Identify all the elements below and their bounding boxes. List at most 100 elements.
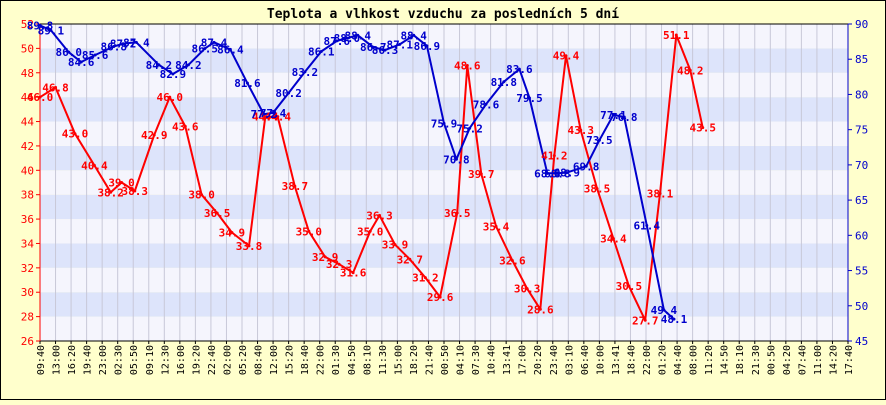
x-tick-label: 00:50: [440, 345, 451, 375]
temperature-data-point: [525, 287, 529, 291]
temperature-data-label: 28.6: [527, 303, 554, 316]
y-left-tick-label: 38: [21, 189, 34, 202]
humidity-data-label: 85.6: [82, 49, 109, 62]
humidity-data-point: [622, 115, 626, 119]
temperature-data-point: [337, 262, 341, 266]
x-tick-label: 14:50: [720, 345, 731, 375]
humidity-data-label: 48.1: [661, 313, 688, 326]
y-right-tick-label: 75: [855, 124, 868, 137]
humidity-data-label: 87.4: [123, 36, 150, 49]
temperature-data-label: 39.7: [468, 168, 495, 181]
temperature-data-label: 40.4: [81, 159, 108, 172]
temperature-data-point: [564, 54, 568, 58]
temperature-data-point: [293, 184, 297, 188]
chart-title: Teplota a vlhkost vzduchu za posledních …: [267, 7, 619, 22]
humidity-data-point: [79, 60, 83, 64]
humidity-data-point: [67, 50, 71, 54]
temperature-data-point: [351, 271, 355, 275]
humidity-data-label: 77.2: [251, 108, 278, 121]
temperature-data-point: [701, 126, 705, 130]
x-tick-label: 07:30: [471, 345, 482, 375]
humidity-data-label: 76.8: [611, 111, 638, 124]
x-tick-label: 09:10: [145, 345, 156, 375]
temperature-data-point: [494, 224, 498, 228]
humidity-data-point: [303, 70, 307, 74]
x-tick-label: 14:20: [828, 345, 839, 375]
x-tick-label: 18:40: [626, 345, 637, 375]
temperature-data-label: 33.9: [382, 239, 409, 252]
x-tick-label: 23:40: [549, 345, 560, 375]
temperature-data-label: 36.5: [204, 207, 231, 220]
y-right-tick-label: 85: [855, 53, 868, 66]
x-tick-label: 17:00: [518, 345, 529, 375]
x-tick-label: 08:10: [362, 345, 373, 375]
x-tick-label: 13:41: [611, 345, 622, 375]
temperature-data-point: [54, 85, 58, 89]
temperature-data-point: [455, 211, 459, 215]
humidity-data-label: 86.7: [360, 41, 387, 54]
humidity-data-point: [287, 91, 291, 95]
y-left-tick-label: 36: [21, 213, 34, 226]
temperature-data-label: 35.4: [483, 220, 510, 233]
humidity-data-label: 87.1: [386, 38, 413, 51]
temperature-data-point: [247, 244, 251, 248]
humidity-data-point: [271, 111, 275, 115]
temperature-data-label: 46.0: [27, 91, 54, 104]
humidity-data-label: 83.6: [506, 63, 533, 76]
humidity-data-point: [454, 157, 458, 161]
humidity-data-label: 87.2: [110, 38, 137, 51]
temperature-data-label: 36.5: [444, 207, 471, 220]
humidity-data-label: 86.9: [414, 40, 441, 53]
temperature-data-label: 35.0: [357, 225, 384, 238]
temperature-data-label: 41.2: [541, 150, 568, 163]
x-tick-label: 08:40: [254, 345, 265, 375]
humidity-data-point: [383, 48, 387, 52]
temperature-data-point: [408, 257, 412, 261]
point-labels: 46.046.843.040.438.239.038.342.946.043.6…: [27, 19, 716, 327]
x-tick-label: 22:40: [207, 345, 218, 375]
x-tick-label: 19:20: [191, 345, 202, 375]
humidity-data-label: 86.4: [217, 43, 244, 56]
humidity-data-label: 80.2: [275, 87, 302, 100]
temperature-data-label: 34.9: [219, 226, 246, 239]
humidity-data-label: 73.5: [586, 134, 613, 147]
temperature-data-point: [674, 33, 678, 37]
temperature-data-point: [200, 193, 204, 197]
humidity-data-label: 89.1: [38, 24, 65, 37]
temperature-data-point: [552, 154, 556, 158]
x-tick-label: 13:41: [502, 345, 513, 375]
y-left-tick-label: 28: [21, 311, 34, 324]
temperature-data-label: 30.5: [616, 280, 643, 293]
humidity-data-label: 75.2: [456, 122, 483, 135]
temperature-data-point: [368, 229, 372, 233]
temperature-data-label: 35.0: [296, 225, 323, 238]
y-right-tick-label: 45: [855, 335, 868, 348]
temperature-data-label: 43.5: [689, 122, 716, 135]
x-tick-label: 19:40: [83, 345, 94, 375]
humidity-data-label: 89.8: [27, 19, 54, 32]
temperature-data-point: [73, 132, 77, 136]
humidity-data-point: [262, 112, 266, 116]
humidity-data-point: [345, 36, 349, 40]
humidity-data-label: 87.6: [324, 35, 351, 48]
humidity-data-point: [335, 39, 339, 43]
temperature-data-point: [38, 95, 42, 99]
temperature-data-point: [92, 163, 96, 167]
temperature-data-point: [393, 243, 397, 247]
x-axis-ticks: 09:40 13:00 16:20 19:40 23:00 02:30 05:50 09:10…: [36, 341, 855, 375]
y-right-tick-label: 80: [855, 88, 868, 101]
x-tick-label: 09:40: [36, 345, 47, 375]
y-left-tick-label: 44: [21, 116, 35, 129]
temperature-data-point: [263, 115, 267, 119]
humidity-data-label: 87.4: [201, 36, 228, 49]
x-tick-label: 02:00: [222, 345, 233, 375]
x-tick-label: 21:30: [751, 345, 762, 375]
humidity-data-label: 84.6: [68, 56, 95, 69]
x-tick-label: 05:20: [238, 345, 249, 375]
x-tick-label: 00:50: [766, 345, 777, 375]
temperature-data-point: [688, 68, 692, 72]
humidity-data-point: [425, 44, 429, 48]
temperature-data-label: 48.6: [454, 59, 481, 72]
temperature-data-point: [538, 307, 542, 311]
